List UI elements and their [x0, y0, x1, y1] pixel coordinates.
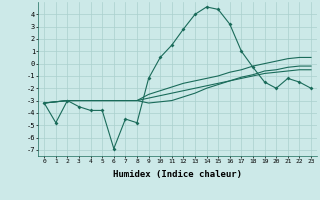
- X-axis label: Humidex (Indice chaleur): Humidex (Indice chaleur): [113, 170, 242, 179]
